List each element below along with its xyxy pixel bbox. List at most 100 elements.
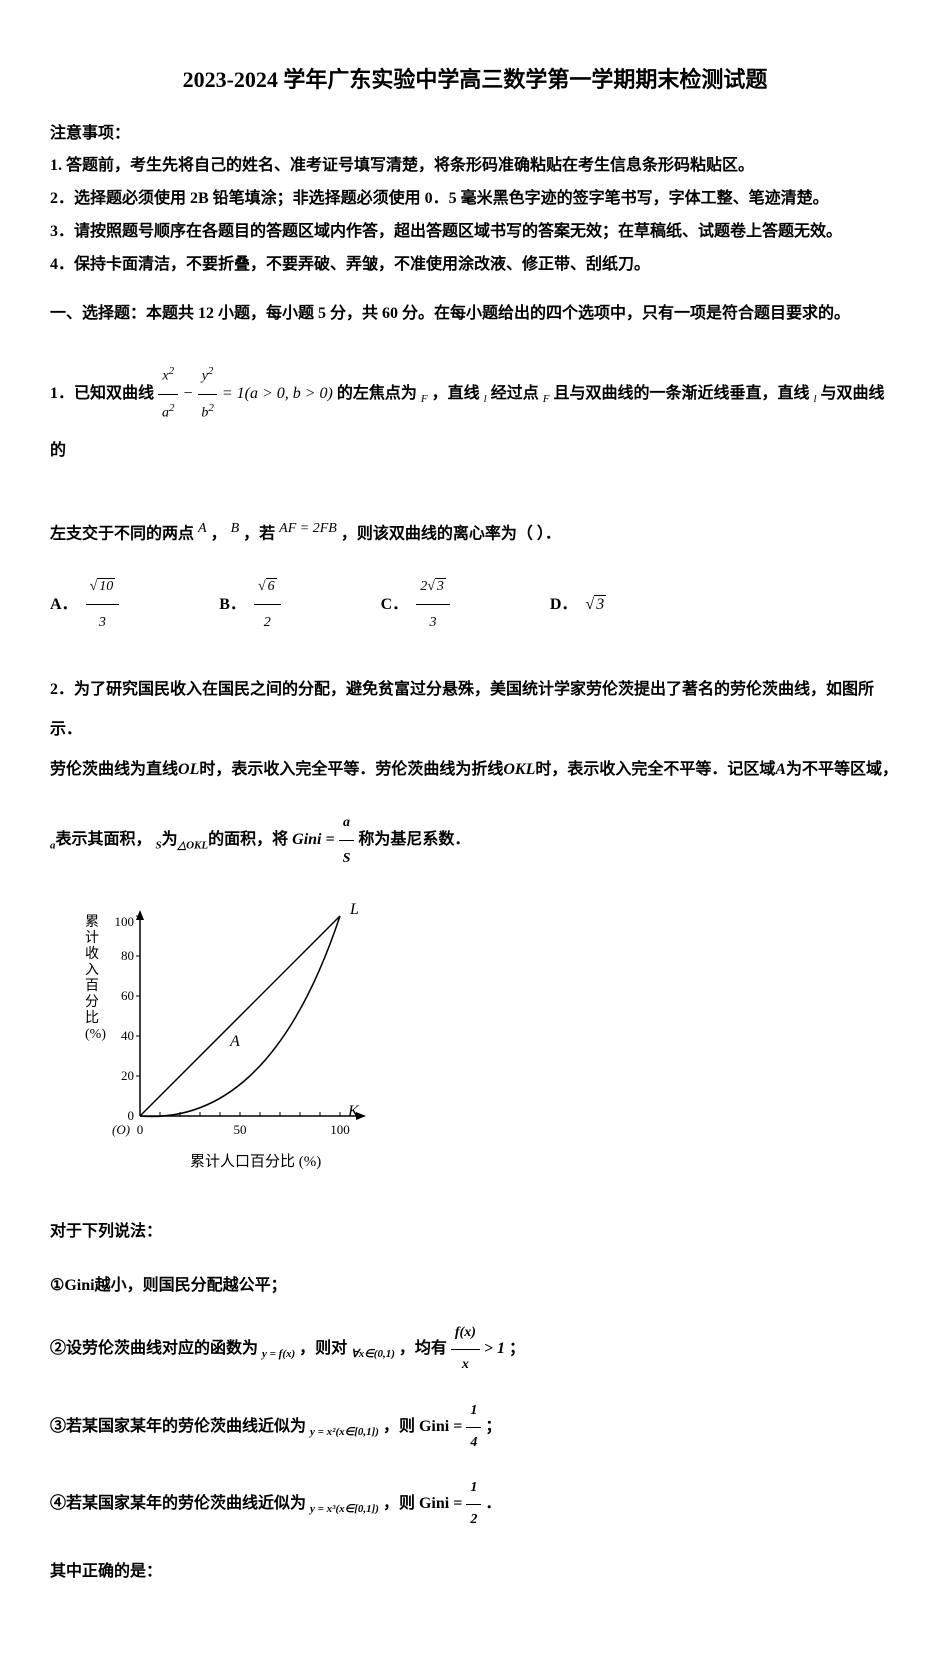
s4a: ④若某国家某年的劳伦茨曲线近似为 <box>50 1495 306 1512</box>
q1-option-C: C． 23 3 <box>381 569 450 640</box>
q1-options: A． 10 3 B． 6 2 C． 23 3 D． 3 <box>50 569 900 640</box>
s3-gini: Gini = 14 <box>419 1418 485 1435</box>
ytick-0: 0 <box>128 1108 135 1123</box>
q1-F2: F <box>543 393 550 405</box>
q2-line3c: 的面积，将 <box>208 831 288 848</box>
chart-K-label: K <box>347 1103 360 1120</box>
s4-den: 2 <box>466 1505 481 1536</box>
instruction-1: 1. 答题前，考生先将自己的姓名、准考证号填写清楚，将条形码准确粘贴在考生信息条… <box>50 152 900 181</box>
ytick-20: 20 <box>121 1068 134 1083</box>
q2-line1: 2．为了研究国民收入在国民之间的分配，避免贫富过分悬殊，美国统计学家劳伦茨提出了… <box>50 670 900 750</box>
s4-num: 1 <box>466 1473 481 1505</box>
s2-frac: f(x)x > 1 <box>451 1340 509 1357</box>
s3c: ； <box>485 1418 501 1435</box>
q2-OKL: OKL <box>503 761 535 778</box>
s3-den: 4 <box>466 1428 481 1459</box>
s3b: ，则 <box>383 1418 415 1435</box>
s2c: ，均有 <box>399 1340 447 1357</box>
s2-gt: > 1 <box>484 1340 505 1357</box>
q1-l2: l <box>813 393 816 405</box>
q1-F1: F <box>421 393 428 405</box>
q2-line3a: 表示其面积， <box>56 831 152 848</box>
s2a: ②设劳伦茨曲线对应的函数为 <box>50 1340 258 1357</box>
q2-statements: ①Gini越小，则国民分配越公平； ②设劳伦茨曲线对应的函数为 y = f(x)… <box>50 1268 900 1536</box>
exam-title: 2023-2024 学年广东实验中学高三数学第一学期期末检测试题 <box>50 60 900 100</box>
chart-L-label: L <box>349 901 359 918</box>
q1-AF-formula: AF = 2FB <box>279 521 337 536</box>
s3-gini-label: Gini = <box>419 1418 466 1435</box>
chart-ylabel: 累 计 收 入 百 分 比 (%) <box>85 915 106 1042</box>
chart-xlabel: 累计人口百分比 (%) <box>190 1153 321 1170</box>
q2-line3d: 称为基尼系数． <box>358 831 470 848</box>
q1-optD-label: D． <box>550 585 578 625</box>
s2-forall: ∀x∈(0,1) <box>351 1348 395 1360</box>
q1-optB-label: B． <box>219 585 246 625</box>
q2-triangle: △OKL <box>178 839 208 851</box>
q1-comma1: ， <box>211 525 227 542</box>
s4-gini: Gini = 12 <box>419 1495 485 1512</box>
lorenz-chart: 累 计 收 入 百 分 比 (%) 0 20 <box>70 896 900 1192</box>
q1-optA-label: A． <box>50 585 78 625</box>
s4-func: y = x³(x∈[0,1]) <box>310 1504 379 1516</box>
instruction-2: 2．选择题必须使用 2B 铅笔填涂；非选择题必须使用 0．5 毫米黑色字迹的签字… <box>50 185 900 214</box>
xtick-0: 0 <box>137 1122 144 1137</box>
q1-prefix: 1．已知双曲线 <box>50 385 154 402</box>
lorenz-svg: 累 计 收 入 百 分 比 (%) 0 20 <box>70 896 390 1176</box>
s2d: ； <box>509 1340 525 1357</box>
q1-B: B <box>231 521 240 536</box>
q1-option-A: A． 10 3 <box>50 569 119 640</box>
s4b: ，则 <box>383 1495 415 1512</box>
ytick-40: 40 <box>121 1028 134 1043</box>
q2-line3b: 为 <box>162 831 178 848</box>
s3-func: y = x²(x∈[0,1]) <box>310 1426 379 1438</box>
ytick-80: 80 <box>121 948 134 963</box>
q1-mid2: ，直线 <box>432 385 480 402</box>
q2-line2a: 劳伦茨曲线为直线 <box>50 761 178 778</box>
q2-Aregion: A <box>775 761 786 778</box>
q1-mid3: 经过点 <box>491 385 539 402</box>
q1-l1: l <box>484 393 487 405</box>
q1-line2a: 左支交于不同的两点 <box>50 525 194 542</box>
question-2: 2．为了研究国民收入在国民之间的分配，避免贫富过分悬殊，美国统计学家劳伦茨提出了… <box>50 670 900 1592</box>
s1-gini: Gini <box>64 1277 94 1294</box>
q1-optC-den: 3 <box>426 605 441 640</box>
s4c: ． <box>485 1495 501 1512</box>
instruction-3: 3．请按照题号顺序在各题目的答题区域内作答，超出答题区域书写的答案无效；在草稿纸… <box>50 218 900 247</box>
s3-num: 1 <box>466 1396 481 1428</box>
s2-den: x <box>458 1350 473 1381</box>
instructions-block: 注意事项： 1. 答题前，考生先将自己的姓名、准考证号填写清楚，将条形码准确粘贴… <box>50 120 900 280</box>
q2-line2c: 时，表示收入完全不平等．记区域 <box>535 761 775 778</box>
q2-line2b: 时，表示收入完全平等．劳伦茨曲线为折线 <box>199 761 503 778</box>
q1-mid1: 的左焦点为 <box>337 385 417 402</box>
q1-hyperbola-formula: x2a2 − y2b2 = 1(a > 0, b > 0) <box>158 385 337 402</box>
q2-conclusion: 其中正确的是： <box>50 1552 900 1592</box>
chart-A-label: A <box>229 1033 240 1050</box>
s2b: ，则对 <box>299 1340 347 1357</box>
xtick-50: 50 <box>234 1122 247 1137</box>
q2-OL: OL <box>178 761 199 778</box>
q2-gini-formula: Gini = aS <box>292 831 354 848</box>
section1-heading: 一、选择题：本题共 12 小题，每小题 5 分，共 60 分。在每小题给出的四个… <box>50 300 900 329</box>
q1-option-B: B． 6 2 <box>219 569 280 640</box>
s2-num: f(x) <box>451 1318 480 1350</box>
q2-statements-heading: 对于下列说法： <box>50 1212 900 1252</box>
q2-line2d: 为不平等区域， <box>786 761 898 778</box>
s1b: 越小，则国民分配越公平； <box>95 1277 287 1294</box>
s3a: ③若某国家某年的劳伦茨曲线近似为 <box>50 1418 306 1435</box>
q1-optA-den: 3 <box>95 605 110 640</box>
ytick-60: 60 <box>121 988 134 1003</box>
q1-optB-den: 2 <box>260 605 275 640</box>
ytick-100: 100 <box>115 914 135 929</box>
q1-mid4: 且与双曲线的一条渐近线垂直，直线 <box>553 385 809 402</box>
q1-line2c: ，则该双曲线的离心率为（ ）． <box>341 525 561 542</box>
notice-heading: 注意事项： <box>50 120 900 149</box>
q1-optC-label: C． <box>381 585 409 625</box>
question-1: 1．已知双曲线 x2a2 − y2b2 = 1(a > 0, b > 0) 的左… <box>50 358 900 640</box>
chart-O-label: (O) <box>112 1122 130 1137</box>
instruction-4: 4．保持卡面清洁，不要折叠，不要弄破、弄皱，不准使用涂改液、修正带、刮纸刀。 <box>50 251 900 280</box>
xtick-100: 100 <box>330 1122 350 1137</box>
q1-A: A <box>198 521 207 536</box>
s4-gini-label: Gini = <box>419 1495 466 1512</box>
s1a: ① <box>50 1277 64 1294</box>
q1-option-D: D． 3 <box>550 585 606 625</box>
